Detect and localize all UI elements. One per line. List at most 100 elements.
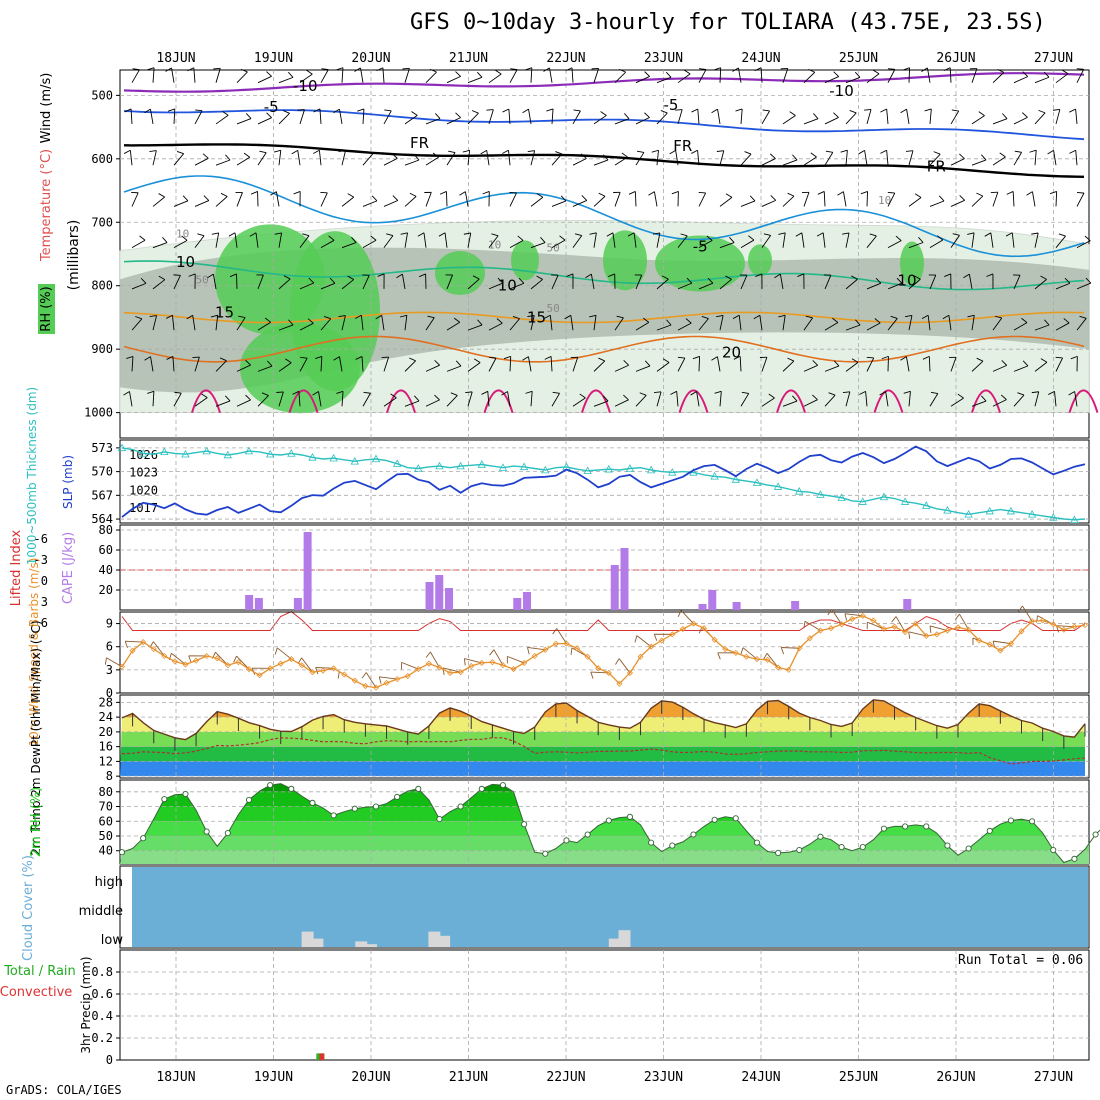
wind-barb: [924, 108, 932, 112]
wind-barb: [383, 157, 398, 166]
wind-barb: [666, 319, 672, 326]
wind-barb: [614, 71, 626, 84]
panel-cloud-frame: [119, 865, 1090, 949]
wind-barb: [564, 314, 572, 320]
wind-barb: [152, 150, 157, 166]
x-date-label-top: 25JUN: [839, 51, 878, 66]
wind10m-marker: [1081, 622, 1089, 629]
panel-slp-frame: [119, 439, 1090, 524]
wind-barb: [908, 242, 924, 249]
wind-barb: [740, 108, 743, 124]
wind10m-barb: [993, 640, 1011, 645]
wind-barb: [864, 150, 868, 166]
wind-barb: [833, 112, 839, 118]
wind-barb: [512, 316, 520, 320]
x-date-label-bottom: 18JUN: [156, 1070, 195, 1085]
wind-barb: [202, 153, 209, 159]
isotherm-line: [123, 109, 1085, 141]
wind-barb: [971, 68, 978, 83]
wind-barb: [299, 282, 314, 290]
rh2m-marker: [288, 785, 295, 792]
wind-barb: [864, 109, 872, 111]
wind10m-barb: [365, 672, 377, 688]
wind-barb: [194, 200, 209, 207]
wind-barb: [455, 112, 461, 118]
wind-barb: [959, 195, 966, 201]
wind-barb: [195, 109, 203, 112]
wind-barb: [677, 322, 692, 331]
wind-barb: [552, 391, 560, 394]
wind-barb: [671, 190, 679, 195]
cape-tick-label: 20: [99, 583, 113, 597]
x-date-label-bottom: 22JUN: [546, 1070, 585, 1085]
wind-barb: [1043, 71, 1050, 78]
wind-barb: [990, 232, 994, 248]
wind-barb: [551, 108, 554, 124]
wind-barb: [517, 235, 524, 241]
wind10m-barb: [895, 616, 906, 633]
wind-barb: [181, 235, 188, 241]
wind10m-marker: [775, 664, 782, 671]
wind-barb: [220, 192, 228, 197]
wind-barb: [1052, 108, 1060, 111]
wind-barb: [362, 275, 370, 290]
wind-barb: [684, 69, 691, 75]
wind-barb: [278, 324, 294, 331]
wind-barb: [1085, 277, 1092, 284]
wind-barb: [530, 67, 533, 83]
wind-barb: [698, 191, 706, 194]
rh2m-marker: [436, 816, 443, 823]
low-cloud-bar: [365, 944, 377, 947]
wind-barb: [851, 275, 858, 280]
wind10m-marker: [341, 671, 348, 678]
wind10m-barb: [653, 634, 658, 641]
wind-barb: [789, 111, 796, 116]
wind-barb: [738, 315, 742, 331]
wind-barb: [486, 150, 490, 166]
rh-contour-label: 50: [547, 242, 560, 255]
x-date-label-top: 18JUN: [156, 51, 195, 66]
wind-barb: [1034, 112, 1046, 125]
wind-barb: [283, 275, 291, 280]
thickness-marker: [985, 506, 994, 515]
wind-barb: [1047, 149, 1054, 155]
wind-barb: [124, 108, 132, 113]
wind10m-marker: [214, 655, 221, 662]
wind-barb: [508, 108, 511, 124]
wind10m-barb: [677, 610, 682, 617]
wind-barb: [467, 112, 479, 125]
rh-band: [120, 806, 1089, 822]
wind-barb: [222, 111, 229, 116]
wind-barb: [555, 151, 563, 155]
wind10m-barb: [425, 651, 431, 658]
wind-barb: [215, 232, 220, 248]
thickness-marker: [773, 482, 783, 490]
wind-barb: [999, 152, 1006, 158]
wind-barb: [551, 393, 560, 407]
wind-barb: [491, 233, 499, 237]
wind-barb: [549, 67, 553, 83]
wind10m-barb: [401, 661, 419, 670]
wind-barb: [1012, 191, 1015, 207]
wind-barb: [854, 71, 861, 78]
wind-barb: [573, 109, 581, 112]
wind-barb: [450, 392, 458, 396]
wind10m-marker: [267, 665, 274, 672]
wind-barb: [914, 193, 922, 198]
wind-barb: [224, 395, 231, 402]
wind-barb: [895, 235, 902, 241]
wind10m-barb: [556, 628, 567, 644]
wind10m-marker: [764, 656, 771, 663]
wind10m-marker: [827, 625, 835, 632]
x-date-label-bottom: 23JUN: [644, 1070, 683, 1085]
wind-barb: [707, 277, 714, 284]
wind-barb: [691, 149, 698, 154]
cloud-level-label: high: [95, 875, 123, 890]
wind-barb: [866, 235, 877, 248]
wind-barb: [1013, 274, 1021, 290]
wind-barb: [1005, 232, 1013, 237]
wind10m-barb: [831, 609, 842, 625]
wind10m-barb: [233, 655, 237, 663]
wind-barb: [320, 356, 323, 372]
wind-barb: [866, 322, 881, 331]
